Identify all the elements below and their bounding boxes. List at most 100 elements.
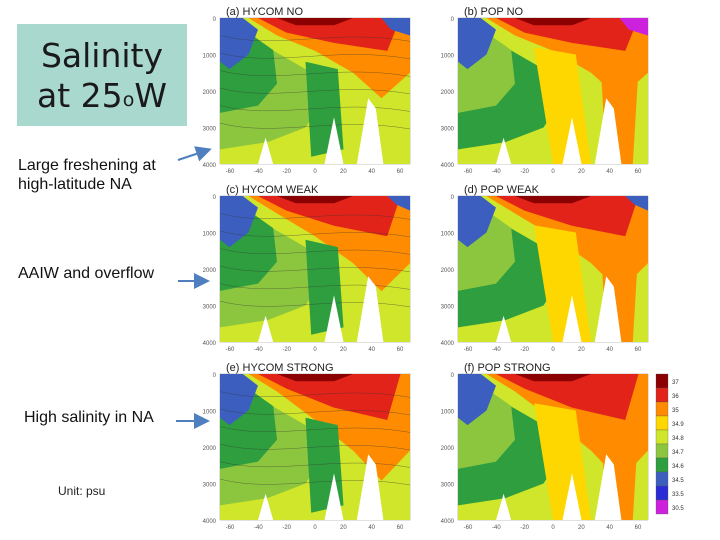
lat-tick-label: -20 xyxy=(282,525,291,531)
lat-tick-label: -60 xyxy=(226,169,235,175)
fresh-patch xyxy=(625,196,648,211)
lat-tick-label: 0 xyxy=(551,169,555,175)
depth-tick-label: 4000 xyxy=(203,341,217,347)
lat-tick-label: 40 xyxy=(368,347,375,353)
topography-right xyxy=(594,276,622,342)
lat-tick-label: 20 xyxy=(340,347,347,353)
panel-title: (c) HYCOM WEAK xyxy=(226,184,319,196)
lat-tick-label: -20 xyxy=(520,347,529,353)
layer-salty-core xyxy=(258,374,401,420)
lat-tick-label: 40 xyxy=(606,525,613,531)
lat-tick-label: -40 xyxy=(254,169,263,175)
title-box: Salinity at 25oW xyxy=(17,24,187,126)
layer-salty-core xyxy=(258,196,401,237)
depth-tick-label: 4000 xyxy=(441,519,455,525)
depth-tick-label: 0 xyxy=(213,17,217,23)
lat-tick-label: -20 xyxy=(282,347,291,353)
lat-tick-label: 40 xyxy=(606,347,613,353)
depth-tick-label: 2000 xyxy=(441,268,455,274)
colorbar-label: 30.5 xyxy=(672,506,684,512)
lat-tick-label: -20 xyxy=(282,169,291,175)
panel-6: (f) POP STRONG 0 1000 2000 3000 4000 -60 -40 -20… xyxy=(441,362,649,531)
panel-3: (c) HYCOM WEAK 0 1000 2000 3000 4000 -60 -40 -20… xyxy=(203,184,411,353)
depth-tick-label: 3000 xyxy=(203,127,217,133)
lat-tick-label: 20 xyxy=(340,525,347,531)
contour-line xyxy=(219,122,411,130)
note-freshening-line-2: high-latitude NA xyxy=(18,176,132,193)
arrows-group xyxy=(176,146,212,429)
topography-left xyxy=(496,137,512,164)
colorbar-segment xyxy=(655,387,669,403)
depth-tick-label: 1000 xyxy=(441,54,455,60)
depth-tick-label: 3000 xyxy=(441,305,455,311)
note-aaiw: AAIW and overflow xyxy=(18,265,155,282)
note-freshening: Large freshening at high-latitude NA xyxy=(18,156,156,194)
lat-tick-label: 60 xyxy=(397,169,404,175)
panel-4: (d) POP WEAK 0 1000 2000 3000 4000 -60 -40 -20 0 2… xyxy=(441,184,649,353)
contour-line xyxy=(219,213,411,220)
colorbar-label: 34.9 xyxy=(672,422,684,428)
contour-line xyxy=(219,52,411,60)
colorbar-segment xyxy=(655,499,669,515)
layer-fresh-south xyxy=(458,18,496,70)
fresh-patch xyxy=(619,18,648,36)
topography-right xyxy=(594,98,622,164)
contour-line xyxy=(219,265,411,273)
lat-tick-label: 0 xyxy=(551,525,555,531)
colorbar-segment xyxy=(655,415,669,431)
colorbar-label: 35 xyxy=(672,408,679,414)
layer-deep-atlantic xyxy=(534,47,591,165)
panel-2: (b) POP NO 0 1000 2000 3000 4000 -60 -40 -20 0 20 4… xyxy=(441,6,649,175)
depth-tick-label: 2000 xyxy=(203,446,217,452)
depth-tick-label: 4000 xyxy=(441,163,455,169)
depth-tick-label: 0 xyxy=(451,373,455,379)
contour-line xyxy=(219,478,411,486)
lat-tick-label: -60 xyxy=(464,169,473,175)
lat-tick-label: 20 xyxy=(578,169,585,175)
layer-deep-atlantic xyxy=(534,403,591,520)
topography-left xyxy=(258,493,274,520)
depth-tick-label: 3000 xyxy=(441,483,455,489)
colorbar-label: 37 xyxy=(672,380,679,386)
layer-fresh-south xyxy=(458,196,496,248)
topography-left xyxy=(496,315,512,342)
depth-tick-label: 1000 xyxy=(203,232,217,238)
layer-salty-max xyxy=(515,18,591,26)
colorbar-segment xyxy=(655,401,669,417)
layer-fresh-south xyxy=(458,374,496,426)
lat-tick-label: 60 xyxy=(635,347,642,353)
degree-mark: o xyxy=(122,89,135,111)
lat-tick-label: 0 xyxy=(313,169,317,175)
contour-line xyxy=(219,35,411,42)
title-suffix: W xyxy=(134,76,167,115)
topography-ridge xyxy=(324,117,344,164)
depth-tick-label: 3000 xyxy=(203,305,217,311)
contour-line xyxy=(219,300,411,308)
topography-ridge xyxy=(324,295,344,342)
lat-tick-label: 60 xyxy=(397,525,404,531)
lat-tick-label: -40 xyxy=(254,347,263,353)
topography-ridge xyxy=(324,473,344,520)
contour-line xyxy=(219,87,411,95)
panel-1: (a) HYCOM NO 0 1000 2000 3000 4000 -60 -40 -20 0 2… xyxy=(203,6,411,175)
contour-line xyxy=(219,248,411,255)
colorbar-label: 34.8 xyxy=(672,436,684,442)
depth-tick-label: 0 xyxy=(213,373,217,379)
topography-left xyxy=(496,493,512,520)
lat-tick-label: -40 xyxy=(492,525,501,531)
layer-fresh-south xyxy=(220,374,258,426)
layer-fresh-south xyxy=(220,18,258,70)
lat-tick-label: -60 xyxy=(464,347,473,353)
panel-title: (b) POP NO xyxy=(464,6,524,18)
layer-salty-core xyxy=(496,18,639,51)
colorbar-segment xyxy=(655,429,669,445)
layer-salty-max xyxy=(515,374,591,382)
lat-tick-label: 0 xyxy=(551,347,555,353)
panel-title: (a) HYCOM NO xyxy=(226,6,303,18)
lat-tick-label: -40 xyxy=(492,169,501,175)
topography-ridge xyxy=(562,295,582,342)
contour-line xyxy=(219,230,411,238)
